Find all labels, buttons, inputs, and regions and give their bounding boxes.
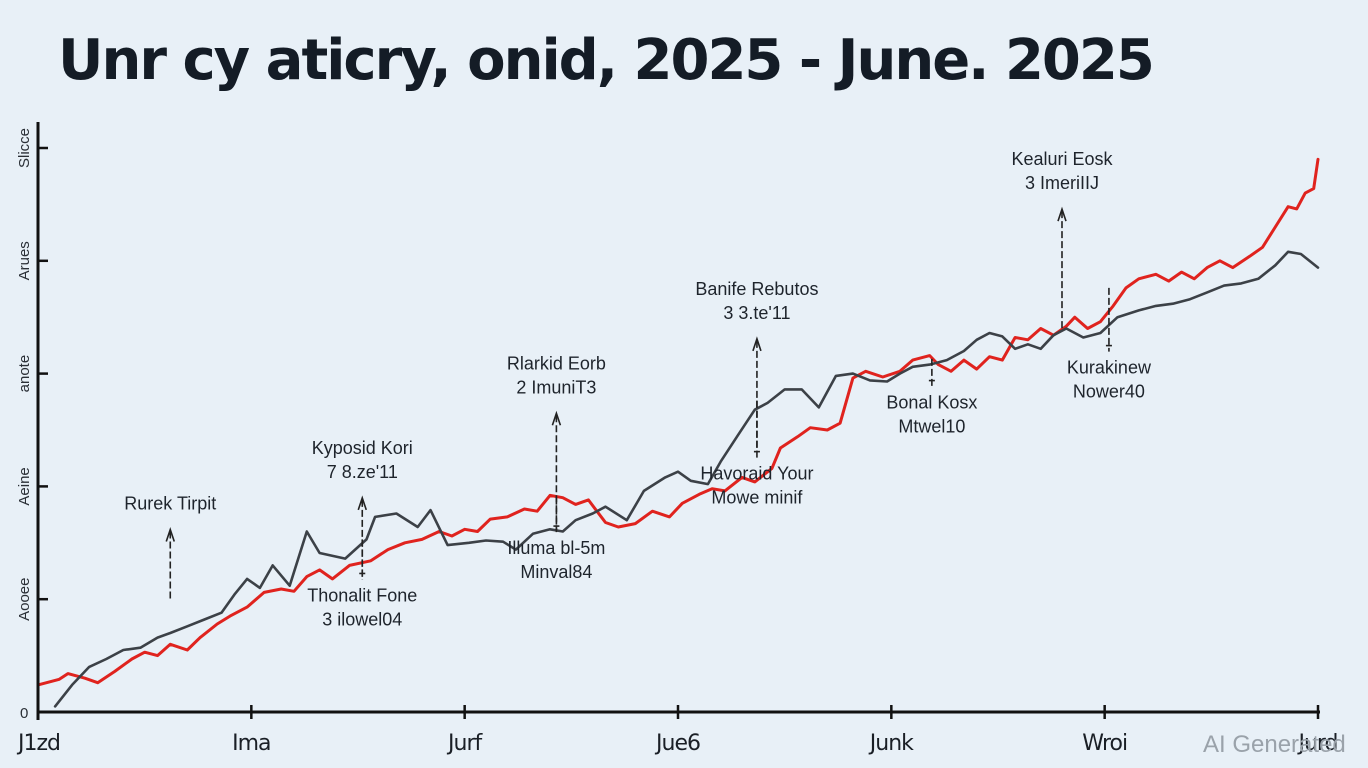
- x-tick-label: Wroi: [1082, 731, 1127, 756]
- annotation-label: 3 ImeriIIJ: [1025, 173, 1099, 193]
- arrow-up-icon: [165, 526, 176, 542]
- x-tick-label: Junk: [868, 731, 914, 756]
- arrow-up-icon: [1057, 206, 1067, 222]
- y-tick-label: 0: [20, 705, 28, 722]
- annotation-label: Minval84: [520, 562, 592, 582]
- annotation: Thonalit Fone 3 ilowel04: [307, 539, 417, 629]
- series-layer: [36, 157, 1320, 708]
- watermark: AI Generated: [1203, 731, 1346, 758]
- y-tick-label: Aeine: [16, 467, 33, 505]
- x-tick-label: Jurf: [446, 731, 483, 756]
- annotation: Illuma bl-5m Minval84: [507, 497, 605, 582]
- annotation-layer: Rurek Tirpit Kyposid Kori 7 8.ze'11 Thonali…: [124, 149, 1152, 629]
- annotation-label: 2 ImuniT3: [516, 377, 596, 397]
- annotation: Kealuri Eosk 3 ImeriIIJ: [1011, 149, 1114, 329]
- annotation-label: 7 8.ze'11: [327, 462, 398, 482]
- annotation: Havoraid Your Mowe minif: [700, 400, 813, 508]
- annotation-label: Illuma bl-5m: [507, 538, 605, 558]
- annotation-label: Banife Rebutos: [695, 279, 818, 299]
- x-tick-label: Jue6: [654, 731, 700, 756]
- annotation: Kyposid Kori 7 8.ze'11: [312, 438, 413, 581]
- y-tick-label: Slicce: [16, 128, 33, 168]
- annotation-label: Mowe minif: [711, 488, 803, 508]
- axis-layer: J1zd Ima Jurf Jue6 Junk Wroi Jurd 0 Aooee Aeine an…: [16, 122, 1339, 756]
- x-tick-label: J1zd: [16, 731, 60, 756]
- annotation-label: Kurakinew: [1067, 358, 1152, 378]
- annotation-label: Rlarkid Eorb: [507, 353, 606, 373]
- series-line-red-series: [36, 157, 1320, 687]
- annotation-label: 3 3.te'11: [723, 303, 790, 323]
- y-tick-label: Aooee: [16, 578, 33, 621]
- annotation: Banife Rebutos 3 3.te'11: [695, 279, 818, 450]
- annotation-label: Kealuri Eosk: [1011, 149, 1113, 169]
- x-tick-label: Jurd: [1296, 731, 1337, 756]
- annotation-label: Rurek Tirpit: [124, 493, 216, 513]
- annotation-label: Nower40: [1073, 382, 1145, 402]
- y-tick-label: Arues: [16, 241, 33, 280]
- annotation-label: Thonalit Fone: [307, 585, 417, 605]
- annotation-label: Kyposid Kori: [312, 438, 413, 458]
- annotation-label: Havoraid Your: [700, 464, 813, 484]
- annotation-label: Bonal Kosx: [886, 393, 977, 413]
- x-tick-label: Ima: [232, 731, 270, 756]
- arrow-up-icon: [551, 410, 562, 426]
- arrow-up-icon: [752, 336, 762, 352]
- arrow-up-icon: [357, 495, 368, 511]
- annotation-label: Mtwel10: [898, 417, 965, 437]
- annotation-label: 3 ilowel04: [322, 609, 402, 629]
- chart-title: Unr cy aticry, onid, 2025 - June. 2025: [58, 28, 1155, 93]
- series-line-dark-series: [53, 250, 1320, 708]
- y-tick-label: anote: [16, 355, 33, 393]
- annotation: Rurek Tirpit: [124, 493, 216, 602]
- annotation: Bonal Kosx Mtwel10: [886, 358, 977, 437]
- annotation: Kurakinew Nower40: [1067, 287, 1152, 402]
